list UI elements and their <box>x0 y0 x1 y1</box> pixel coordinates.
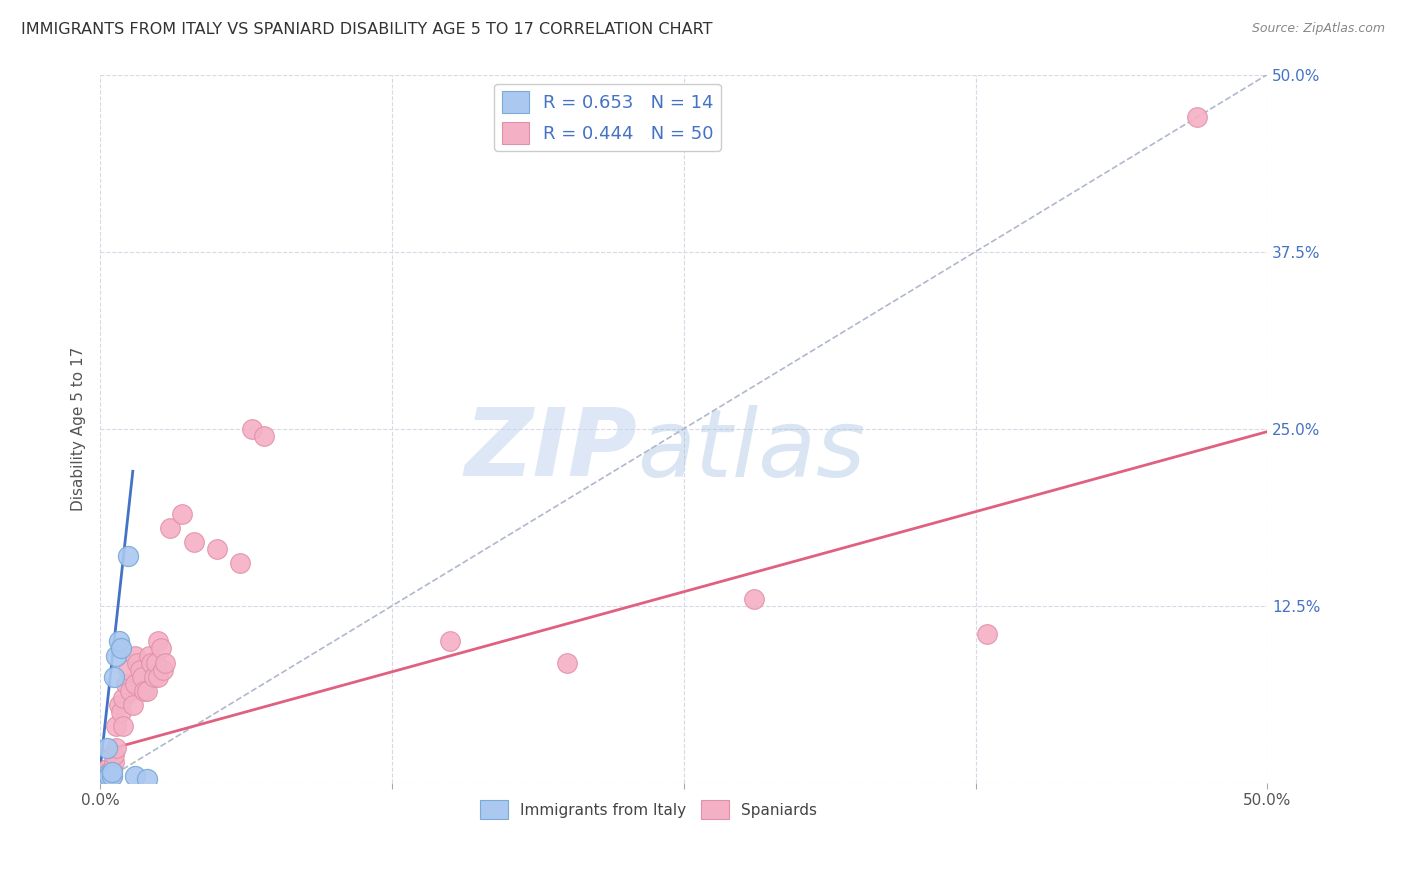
Point <box>128 663 150 677</box>
Point <box>117 549 139 564</box>
Point <box>101 762 124 776</box>
Point <box>124 769 146 783</box>
Point <box>98 769 121 783</box>
Point <box>976 627 998 641</box>
Point <box>205 542 228 557</box>
Point <box>135 684 157 698</box>
Point <box>98 769 121 783</box>
Point <box>127 656 149 670</box>
Point <box>155 656 177 670</box>
Point <box>138 648 160 663</box>
Point <box>103 670 125 684</box>
Point <box>135 772 157 786</box>
Point <box>131 670 153 684</box>
Point <box>101 769 124 783</box>
Point <box>94 772 117 786</box>
Point <box>159 521 181 535</box>
Point <box>107 698 129 712</box>
Point <box>148 634 170 648</box>
Point <box>145 656 167 670</box>
Point <box>240 422 263 436</box>
Text: ZIP: ZIP <box>464 404 637 496</box>
Point <box>110 705 132 719</box>
Point <box>91 772 114 786</box>
Point <box>439 634 461 648</box>
Point <box>96 770 118 784</box>
Point <box>107 634 129 648</box>
Point <box>148 670 170 684</box>
Point <box>742 591 765 606</box>
Point <box>103 747 125 762</box>
Point <box>121 698 143 712</box>
Point <box>117 663 139 677</box>
Point <box>555 656 578 670</box>
Text: Source: ZipAtlas.com: Source: ZipAtlas.com <box>1251 22 1385 36</box>
Point <box>94 766 117 780</box>
Point <box>124 677 146 691</box>
Point <box>142 670 165 684</box>
Point <box>91 767 114 781</box>
Point <box>103 755 125 769</box>
Point <box>149 641 172 656</box>
Point <box>229 557 252 571</box>
Point <box>96 762 118 776</box>
Legend: Immigrants from Italy, Spaniards: Immigrants from Italy, Spaniards <box>474 794 824 825</box>
Point <box>105 719 128 733</box>
Point <box>98 764 121 779</box>
Point <box>91 772 114 786</box>
Point <box>105 740 128 755</box>
Point <box>101 769 124 783</box>
Point <box>134 684 156 698</box>
Point <box>170 507 193 521</box>
Point <box>124 648 146 663</box>
Point <box>183 535 205 549</box>
Y-axis label: Disability Age 5 to 17: Disability Age 5 to 17 <box>72 347 86 511</box>
Point <box>112 719 135 733</box>
Point <box>152 663 174 677</box>
Point <box>101 764 124 779</box>
Point <box>96 740 118 755</box>
Point <box>112 691 135 706</box>
Point <box>114 677 136 691</box>
Point <box>96 769 118 783</box>
Point <box>1187 110 1209 124</box>
Point <box>110 641 132 656</box>
Text: IMMIGRANTS FROM ITALY VS SPANIARD DISABILITY AGE 5 TO 17 CORRELATION CHART: IMMIGRANTS FROM ITALY VS SPANIARD DISABI… <box>21 22 713 37</box>
Text: atlas: atlas <box>637 405 865 496</box>
Point <box>252 429 274 443</box>
Point <box>94 769 117 783</box>
Point <box>105 648 128 663</box>
Point <box>120 684 142 698</box>
Point <box>141 656 163 670</box>
